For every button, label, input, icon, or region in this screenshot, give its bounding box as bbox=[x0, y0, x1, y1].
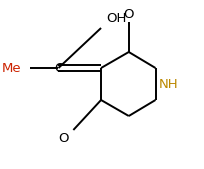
Text: OH: OH bbox=[105, 11, 126, 25]
Text: NH: NH bbox=[158, 78, 177, 91]
Text: O: O bbox=[123, 7, 133, 20]
Text: C: C bbox=[54, 62, 63, 75]
Text: Me: Me bbox=[2, 62, 22, 75]
Text: O: O bbox=[58, 131, 68, 144]
